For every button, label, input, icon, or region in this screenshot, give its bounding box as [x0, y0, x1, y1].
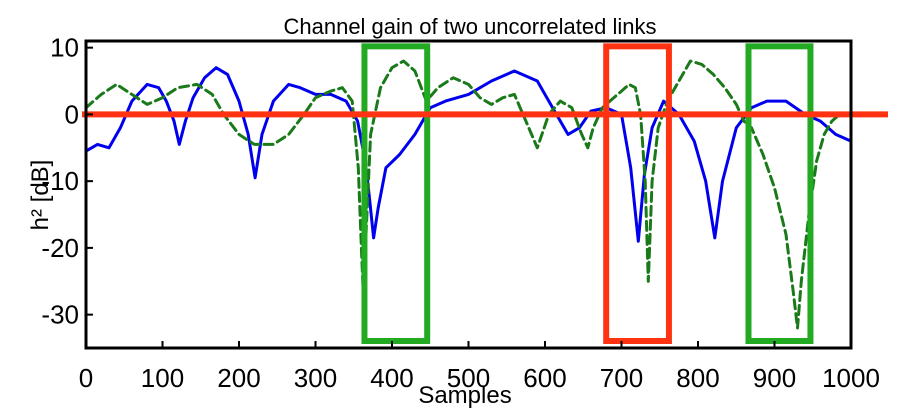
x-tick-label: 800: [676, 363, 719, 393]
x-tick-label: 600: [523, 363, 566, 393]
series-line-2: [84, 59, 853, 330]
highlight-box-1: [361, 43, 431, 344]
x-tick-label: 1000: [822, 363, 880, 393]
x-tick-label: 200: [217, 363, 260, 393]
x-tick-label: 300: [294, 363, 337, 393]
x-axis-label: Samples: [418, 382, 511, 409]
x-tick-label: 100: [141, 363, 184, 393]
y-axis: 10 0 -10 -20 -30: [41, 33, 93, 330]
x-tick-label: 0: [79, 363, 93, 393]
y-tick-label: 0: [65, 99, 79, 129]
x-tick-label: 400: [370, 363, 413, 393]
series-line-1: [84, 66, 853, 243]
y-axis-label: h² [dB]: [27, 160, 54, 231]
highlight-box-3: [745, 43, 814, 344]
highlight-box-2: [603, 43, 672, 344]
x-tick-label: 700: [600, 363, 643, 393]
x-axis: 0 100 200 300 400 500 600 700 800 900 1000: [79, 341, 880, 393]
y-tick-label: -20: [41, 233, 79, 263]
y-tick-label: -30: [41, 300, 79, 330]
chart-title: Channel gain of two uncorrelated links: [283, 14, 656, 39]
y-tick-label: -10: [41, 166, 79, 196]
y-tick-label: 10: [50, 33, 79, 63]
plot-area: [82, 43, 888, 344]
x-tick-label: 500: [447, 363, 490, 393]
x-tick-label: 900: [753, 363, 796, 393]
